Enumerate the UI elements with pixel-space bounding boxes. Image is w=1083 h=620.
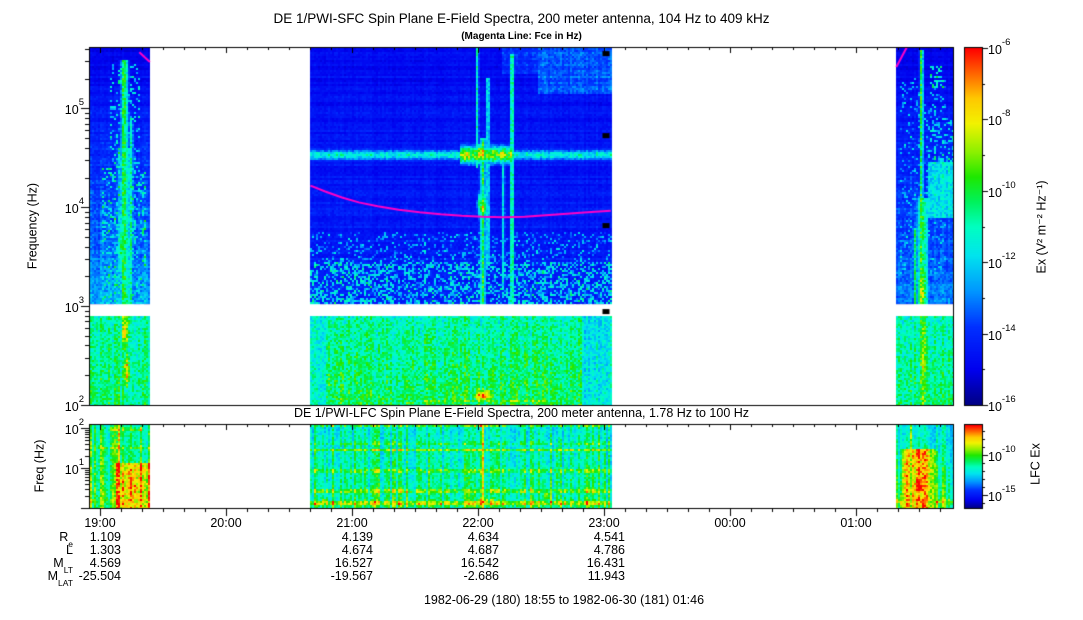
sfc-subtitle: (Magenta Line: Fce in Hz) bbox=[461, 31, 582, 42]
ephemeris-value: 4.786 bbox=[593, 542, 625, 557]
y-tick-label-sfc: 105 bbox=[64, 97, 84, 118]
x-tick-label: 23:00 bbox=[588, 516, 620, 530]
x-tick-label: 21:00 bbox=[336, 516, 368, 530]
colorbar-tick-label-sfc: 10-12 bbox=[988, 251, 1016, 272]
ephemeris-value: 16.542 bbox=[460, 555, 499, 570]
colorbar-tick-label-lfc: 10-10 bbox=[988, 444, 1016, 465]
ephemeris-value: -19.567 bbox=[330, 568, 373, 583]
ephemeris-value: 1.303 bbox=[89, 542, 121, 557]
ephemeris-value: 16.527 bbox=[334, 555, 373, 570]
ephemeris-value: 1.109 bbox=[89, 529, 121, 544]
ephemeris-value: -2.686 bbox=[463, 568, 499, 583]
sfc-plot-area bbox=[90, 48, 953, 405]
lfc-plot-area bbox=[90, 425, 953, 508]
ephemeris-value: 4.634 bbox=[467, 529, 499, 544]
y-tick-label-sfc: 102 bbox=[64, 394, 84, 415]
colorbar-tick-label-lfc: 10-15 bbox=[988, 484, 1016, 505]
ephemeris-value: 4.687 bbox=[467, 542, 499, 557]
ephemeris-value: 4.569 bbox=[89, 555, 121, 570]
lfc-colorbar-label: LFC Ex bbox=[1028, 443, 1043, 485]
colorbar-tick-label-sfc: 10-8 bbox=[988, 108, 1011, 129]
x-tick-label: 01:00 bbox=[840, 516, 872, 530]
ephemeris-value: -25.504 bbox=[78, 568, 121, 583]
ephemeris-value: 11.943 bbox=[587, 568, 625, 583]
ephemeris-value: 16.431 bbox=[586, 555, 625, 570]
sfc-colorbar bbox=[965, 48, 983, 405]
y-tick-label-sfc: 103 bbox=[64, 295, 84, 316]
colorbar-tick-label-sfc: 10-14 bbox=[988, 323, 1016, 344]
colorbar-tick-label-sfc: 10-10 bbox=[988, 180, 1016, 201]
ephemeris-value: 4.674 bbox=[341, 542, 373, 557]
x-tick-label: 00:00 bbox=[714, 516, 746, 530]
ephemeris-value: 4.541 bbox=[593, 529, 625, 544]
lfc-colorbar bbox=[965, 425, 983, 508]
sfc-title: DE 1/PWI-SFC Spin Plane E-Field Spectra,… bbox=[273, 11, 770, 26]
sfc-y-axis-label: Frequency (Hz) bbox=[25, 182, 40, 270]
ephemeris-row-label: MLAT bbox=[47, 568, 73, 588]
ephemeris-row-label: Re bbox=[59, 529, 73, 549]
y-tick-label-sfc: 104 bbox=[64, 196, 84, 217]
footer-time-range: 1982-06-29 (180) 18:55 to 1982-06-30 (18… bbox=[423, 593, 705, 607]
x-tick-label: 19:00 bbox=[84, 516, 116, 530]
y-tick-label-lfc: 102 bbox=[64, 417, 84, 438]
x-tick-label: 22:00 bbox=[462, 516, 494, 530]
colorbar-tick-label-sfc: 10-16 bbox=[988, 394, 1016, 415]
colorbar-tick-label-sfc: 10-6 bbox=[988, 37, 1011, 58]
ephemeris-value: 4.139 bbox=[341, 529, 373, 544]
ephemeris-row-label: MLT bbox=[53, 555, 73, 575]
y-tick-label-lfc: 101 bbox=[64, 457, 84, 478]
x-tick-label: 20:00 bbox=[210, 516, 242, 530]
sfc-colorbar-label: Ex (V² m⁻² Hz⁻¹) bbox=[1034, 180, 1049, 274]
lfc-title: DE 1/PWI-LFC Spin Plane E-Field Spectra,… bbox=[293, 406, 750, 420]
ephemeris-row-label: L bbox=[66, 542, 73, 557]
